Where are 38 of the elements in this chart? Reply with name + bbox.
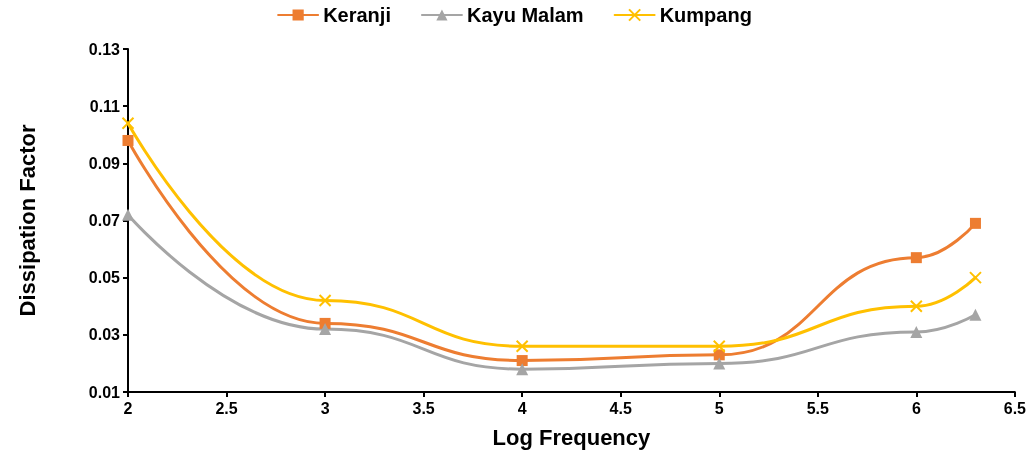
legend-label: Kayu Malam: [466, 4, 584, 26]
y-axis-title: Dissipation Factor: [14, 124, 40, 317]
point: [121, 116, 135, 130]
point: [318, 294, 332, 308]
point: [516, 355, 528, 367]
legend-label: Kumpang: [659, 4, 752, 26]
y-tick-label: 0.01: [88, 383, 121, 401]
x-tick-label: 5: [714, 399, 724, 417]
x-tick-label: 2.5: [215, 399, 238, 417]
x-tick-label: 4: [517, 399, 527, 417]
point: [969, 308, 982, 321]
y-tick-label: 0.03: [88, 326, 121, 344]
point: [910, 252, 922, 264]
x-axis-title: Log Frequency: [492, 424, 652, 450]
y-tick-label: 0.09: [88, 154, 121, 172]
point: [515, 339, 529, 353]
point: [319, 323, 332, 336]
point: [712, 339, 726, 353]
x-tick-label: 2: [123, 399, 133, 417]
y-tick-label: 0.11: [89, 97, 121, 115]
x-tick-label: 6: [911, 399, 921, 417]
legend-label: Keranji: [323, 4, 391, 26]
point: [968, 271, 982, 285]
y-tick-label: 0.07: [88, 212, 121, 229]
point: [909, 299, 923, 313]
x-tick-label: 3: [320, 399, 330, 417]
x-tick-label: 4.5: [609, 399, 632, 417]
point: [969, 217, 981, 229]
x-tick-label: 3.5: [412, 399, 435, 417]
point: [910, 325, 923, 338]
point: [122, 208, 134, 221]
point: [516, 363, 529, 376]
point: [122, 134, 134, 146]
x-tick-label: 5.5: [806, 399, 830, 417]
x-tick-label: 6.5: [1003, 399, 1027, 417]
point: [713, 357, 726, 370]
y-tick-label: 0.13: [88, 40, 121, 58]
y-tick-label: 0.05: [88, 269, 121, 287]
